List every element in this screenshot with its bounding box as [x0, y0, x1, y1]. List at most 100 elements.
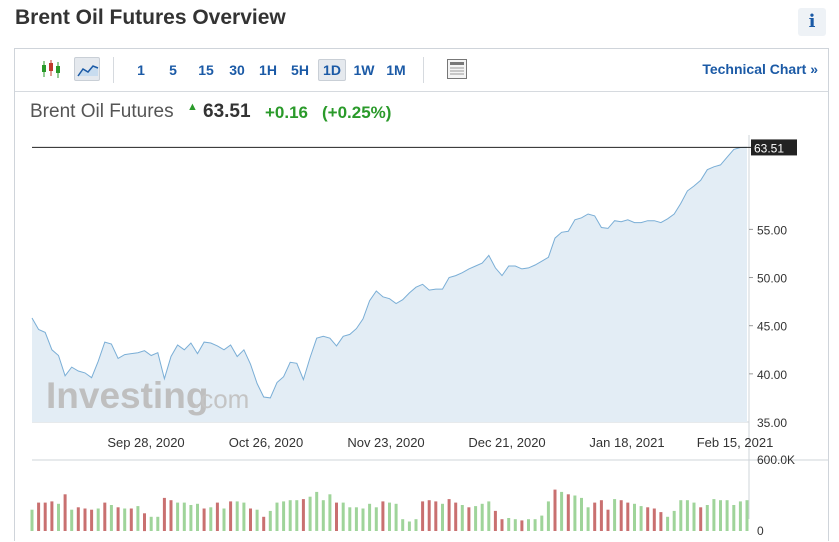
- page-title: Brent Oil Futures Overview: [15, 6, 286, 29]
- chart-panel: 1 5 15 30 1H 5H 1D 1W 1M Technical Chart…: [14, 48, 829, 541]
- volume-bar: [672, 510, 676, 531]
- volume-bar: [513, 519, 517, 531]
- volume-bar: [262, 516, 266, 531]
- quote-name: Brent Oil Futures: [30, 101, 174, 122]
- volume-bar: [593, 502, 597, 531]
- volume-bar: [321, 500, 325, 531]
- volume-tick-label: 600.0K: [757, 453, 795, 467]
- volume-bar: [520, 520, 524, 532]
- news-panel-icon[interactable]: [444, 57, 470, 81]
- volume-bar: [732, 505, 736, 531]
- watermark-domain: .com: [193, 384, 249, 414]
- timeframe-1h[interactable]: 1H: [259, 62, 277, 78]
- volume-bar: [725, 500, 729, 531]
- volume-bar: [301, 499, 305, 531]
- volume-bar: [189, 505, 193, 531]
- volume-bar: [606, 509, 610, 531]
- volume-bar: [546, 501, 550, 531]
- volume-bar: [282, 501, 286, 531]
- last-price-label: 63.51: [754, 141, 784, 155]
- volume-bar: [480, 503, 484, 531]
- y-tick-label: 55.00: [757, 223, 787, 237]
- volume-bar: [255, 509, 259, 531]
- volume-bar: [619, 500, 623, 531]
- chart-toolbar: 1 5 15 30 1H 5H 1D 1W 1M Technical Chart…: [15, 49, 828, 92]
- timeframe-1w[interactable]: 1W: [353, 62, 375, 78]
- volume-bar: [454, 502, 458, 531]
- volume-bar: [368, 503, 372, 531]
- volume-bar: [719, 500, 722, 531]
- timeframe-30[interactable]: 30: [229, 62, 245, 78]
- volume-bar: [685, 500, 689, 531]
- investing-watermark: Investing .com: [46, 375, 249, 416]
- volume-bar: [533, 519, 537, 531]
- volume-bar: [639, 506, 643, 531]
- candlestick-icon[interactable]: [38, 57, 64, 81]
- timeframe-1d[interactable]: 1D: [318, 59, 346, 81]
- volume-bar: [348, 507, 352, 531]
- volume-bar: [70, 509, 74, 531]
- volume-bar: [288, 500, 292, 531]
- x-tick-label: Sep 28, 2020: [107, 435, 184, 450]
- volume-bar: [109, 505, 113, 531]
- y-tick-label: 50.00: [757, 272, 787, 286]
- y-tick-label: 40.00: [757, 368, 787, 382]
- price-area: [32, 147, 747, 422]
- up-arrow-icon: ▲: [187, 101, 198, 113]
- volume-bar: [394, 503, 398, 531]
- volume-bar: [149, 516, 153, 531]
- volume-bar: [434, 501, 438, 531]
- volume-bar: [527, 519, 530, 531]
- volume-bar: [328, 494, 332, 531]
- volume-bar: [738, 501, 742, 531]
- volume-bar: [242, 502, 246, 531]
- volume-bar: [679, 500, 683, 531]
- volume-bar: [57, 503, 60, 531]
- volume-bar: [215, 502, 219, 531]
- timeframe-1[interactable]: 1: [137, 62, 145, 78]
- volume-bar: [447, 499, 451, 531]
- volume-bar: [143, 513, 146, 532]
- volume-bar: [381, 501, 385, 531]
- timeframe-5h[interactable]: 5H: [291, 62, 309, 78]
- volume-bar: [361, 508, 365, 531]
- volume-bar: [308, 496, 312, 531]
- volume-bar: [123, 508, 127, 531]
- quote-price: 63.51: [203, 101, 251, 122]
- timeframe-1m[interactable]: 1M: [386, 62, 406, 78]
- volume-bar: [136, 506, 140, 531]
- y-tick-label: 45.00: [757, 320, 787, 334]
- volume-bar: [129, 508, 133, 531]
- volume-bar: [566, 494, 570, 531]
- price-chart: Investing .com 63.51 40.00 45.00 50.00 55.00…: [30, 135, 828, 538]
- timeframe-15[interactable]: 15: [198, 62, 214, 78]
- volume-bar: [222, 508, 226, 531]
- volume-bar: [43, 502, 47, 531]
- volume-bar: [182, 502, 186, 531]
- volume-bar: [63, 494, 67, 531]
- volume-bar: [580, 497, 583, 531]
- info-icon[interactable]: i: [798, 8, 826, 36]
- volume-bar: [103, 502, 107, 531]
- volume-bar: [388, 502, 391, 531]
- x-tick-label: Nov 23, 2020: [347, 435, 424, 450]
- volume-bar: [335, 502, 338, 531]
- x-tick-label: Dec 21, 2020: [468, 435, 545, 450]
- volume-bar: [209, 507, 213, 531]
- volume-bar: [692, 502, 696, 531]
- volume-bar: [37, 502, 41, 531]
- volume-bar: [315, 491, 319, 531]
- volume-bar: [421, 501, 425, 531]
- timeframe-5[interactable]: 5: [169, 62, 177, 78]
- volume-bar: [599, 500, 603, 531]
- volume-bar: [116, 507, 120, 531]
- volume-bar: [414, 519, 418, 531]
- x-tick-label: Feb 15, 2021: [697, 435, 774, 450]
- area-chart-icon[interactable]: [74, 57, 100, 81]
- volume-bar: [500, 519, 504, 531]
- last-price-tag: [751, 139, 797, 156]
- technical-chart-link[interactable]: Technical Chart »: [702, 61, 818, 77]
- volume-bar: [354, 507, 358, 531]
- volume-bar: [268, 510, 272, 531]
- volume-bar: [633, 503, 636, 531]
